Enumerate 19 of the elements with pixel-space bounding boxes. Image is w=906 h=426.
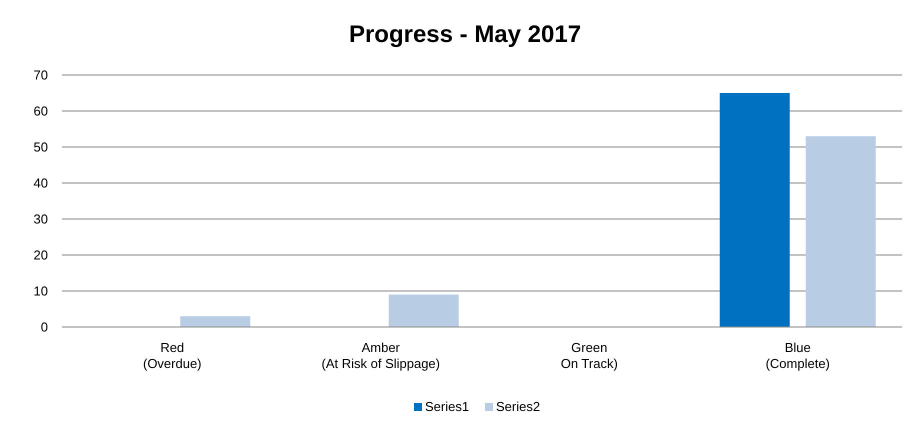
y-tick-label: 60 (34, 104, 48, 119)
x-tick-label: Amber (At Risk of Slippage) (322, 340, 440, 371)
y-tick-label: 0 (40, 320, 48, 335)
bar (388, 294, 459, 327)
bar (806, 136, 876, 327)
legend-label: Series1 (425, 399, 470, 414)
x-tick-label: Green On Track) (560, 340, 618, 371)
bar (720, 93, 790, 327)
x-tick-label: Blue (Complete) (766, 340, 830, 371)
x-tick-label: Red (Overdue) (142, 340, 202, 371)
y-tick-label: 30 (34, 212, 48, 227)
legend-label: Series2 (496, 399, 540, 414)
y-tick-label: 70 (34, 68, 48, 83)
y-tick-label: 10 (34, 284, 48, 299)
y-tick-label: 40 (34, 176, 48, 191)
chart-title: Progress - May 2017 (348, 21, 582, 48)
bar (180, 316, 250, 327)
y-tick-label: 20 (34, 248, 48, 263)
y-tick-label: 50 (34, 140, 48, 155)
